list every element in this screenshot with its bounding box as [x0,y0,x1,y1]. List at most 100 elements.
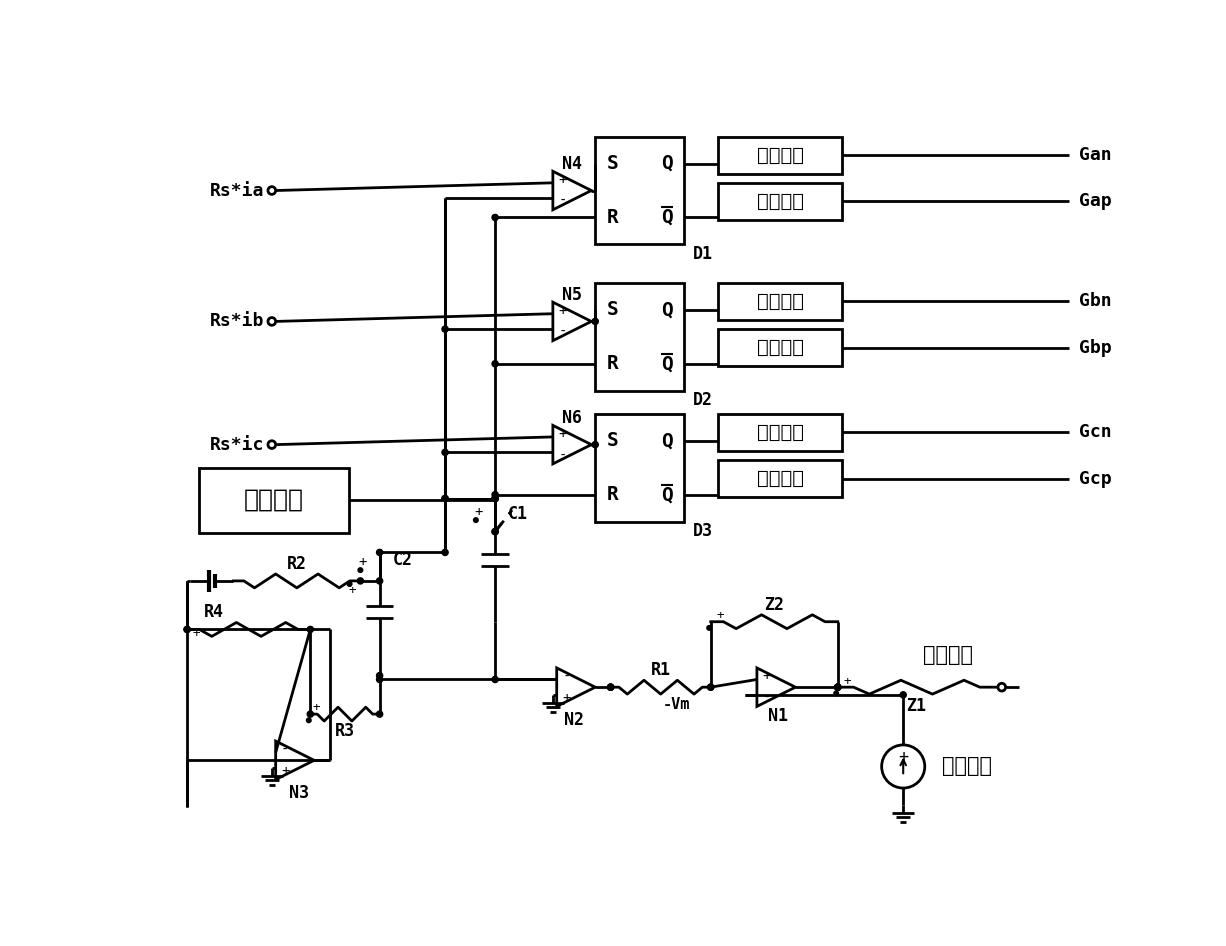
Bar [718,283,841,320]
Text: Q: Q [661,154,673,173]
Text: S: S [607,431,618,450]
Text: +: + [313,702,320,714]
Text: Gcp: Gcp [1079,469,1112,487]
Text: Q: Q [661,301,673,320]
Circle shape [376,676,383,683]
Text: -: - [763,691,771,705]
Circle shape [443,326,449,332]
Text: Z2: Z2 [764,596,783,614]
Text: S: S [607,301,618,320]
Text: N2: N2 [564,710,584,729]
Circle shape [608,684,614,691]
Circle shape [268,186,276,194]
Text: Q: Q [661,208,673,227]
Bar [718,329,841,366]
Text: -Vm: -Vm [662,696,690,711]
Text: N3: N3 [289,784,309,802]
Text: D1: D1 [693,245,714,263]
Text: N4: N4 [562,155,582,173]
Text: 死区电路: 死区电路 [756,469,803,488]
Text: 死区电路: 死区电路 [756,423,803,442]
Text: R2: R2 [287,555,306,573]
Circle shape [881,745,924,788]
Bar [595,283,684,391]
Text: Gan: Gan [1079,146,1112,164]
Circle shape [184,626,190,633]
Circle shape [835,684,841,691]
Text: 死区电路: 死区电路 [756,338,803,357]
Circle shape [492,215,498,220]
Text: R: R [607,208,618,227]
Text: 复位信号: 复位信号 [243,488,303,512]
Text: +: + [192,627,200,639]
Circle shape [900,692,906,698]
Text: -: - [281,743,289,757]
Text: +: + [281,764,289,779]
Circle shape [608,684,614,691]
Bar [718,183,841,219]
Circle shape [268,318,276,325]
Bar [718,413,841,451]
Text: +: + [358,555,367,569]
Circle shape [835,684,841,691]
Text: +: + [763,670,771,683]
Circle shape [492,529,498,534]
Text: D2: D2 [693,391,714,409]
Circle shape [707,684,714,691]
Text: 死区电路: 死区电路 [756,292,803,311]
Text: 输出取样: 输出取样 [922,645,972,665]
Circle shape [707,684,714,691]
Text: +: + [474,505,482,519]
Circle shape [376,673,383,678]
Bar [595,413,684,521]
Text: +: + [716,609,723,622]
Circle shape [184,626,190,633]
Circle shape [835,684,841,691]
Text: 死区电路: 死区电路 [756,146,803,165]
Text: R: R [607,485,618,504]
Text: Gbp: Gbp [1079,339,1112,357]
Text: R1: R1 [651,661,671,679]
Circle shape [376,711,383,717]
Circle shape [998,683,1005,691]
Text: +: + [899,748,908,766]
Text: +: + [558,304,566,318]
Text: Gap: Gap [1079,192,1112,210]
Text: Q: Q [661,354,673,374]
Text: N6: N6 [562,410,582,428]
Text: +: + [563,691,570,705]
Bar [595,136,684,244]
Text: N5: N5 [562,287,582,305]
Circle shape [308,711,314,717]
Circle shape [306,718,311,723]
Text: -: - [558,448,566,463]
Circle shape [492,676,498,683]
Text: -: - [558,325,566,340]
Circle shape [376,578,383,584]
Text: D3: D3 [693,522,714,540]
Text: -: - [563,670,570,683]
Text: N1: N1 [769,707,788,725]
Bar [718,460,841,497]
Circle shape [376,550,383,555]
Circle shape [492,529,498,534]
Circle shape [492,492,498,498]
Circle shape [268,441,276,448]
Circle shape [492,360,498,367]
Text: Q: Q [661,431,673,450]
Text: Gbn: Gbn [1079,292,1112,310]
Text: +: + [843,674,851,688]
Text: -: - [558,194,566,208]
Text: +: + [558,427,566,441]
Circle shape [347,582,352,587]
Circle shape [492,496,498,501]
Bar [199,467,349,534]
Circle shape [357,578,363,584]
Text: +: + [349,584,357,597]
Text: R3: R3 [335,722,356,740]
Text: Rs*ia: Rs*ia [210,182,265,200]
Text: 基准电压: 基准电压 [942,757,992,777]
Bar [718,136,841,173]
Text: Gcn: Gcn [1079,423,1112,441]
Circle shape [308,626,314,633]
